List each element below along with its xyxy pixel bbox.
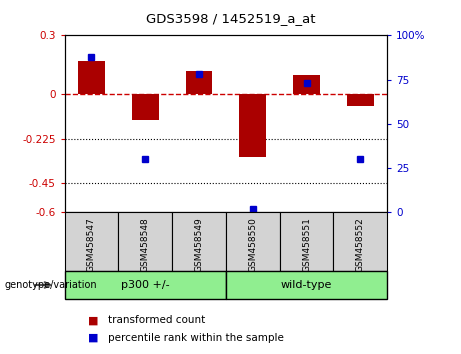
Bar: [78, 61, 105, 95]
Text: GDS3598 / 1452519_a_at: GDS3598 / 1452519_a_at: [146, 12, 315, 25]
Text: GSM458550: GSM458550: [248, 217, 257, 272]
Text: wild-type: wild-type: [281, 280, 332, 290]
Bar: [333, 212, 387, 271]
Text: ■: ■: [88, 333, 98, 343]
Bar: [132, 95, 159, 120]
Bar: [293, 75, 320, 95]
Bar: [172, 212, 226, 271]
Text: GSM458548: GSM458548: [141, 217, 150, 272]
Text: GSM458549: GSM458549: [195, 217, 203, 272]
Bar: [280, 212, 333, 271]
Bar: [239, 95, 266, 157]
Bar: [226, 271, 387, 299]
Text: GSM458552: GSM458552: [356, 217, 365, 272]
Text: ■: ■: [88, 315, 98, 325]
Bar: [65, 271, 226, 299]
Bar: [226, 212, 280, 271]
Bar: [65, 212, 118, 271]
Text: genotype/variation: genotype/variation: [5, 280, 97, 290]
Text: p300 +/-: p300 +/-: [121, 280, 170, 290]
Bar: [185, 71, 213, 95]
Text: GSM458547: GSM458547: [87, 217, 96, 272]
Bar: [347, 95, 374, 106]
Text: GSM458551: GSM458551: [302, 217, 311, 272]
Bar: [118, 212, 172, 271]
Text: transformed count: transformed count: [108, 315, 206, 325]
Text: percentile rank within the sample: percentile rank within the sample: [108, 333, 284, 343]
